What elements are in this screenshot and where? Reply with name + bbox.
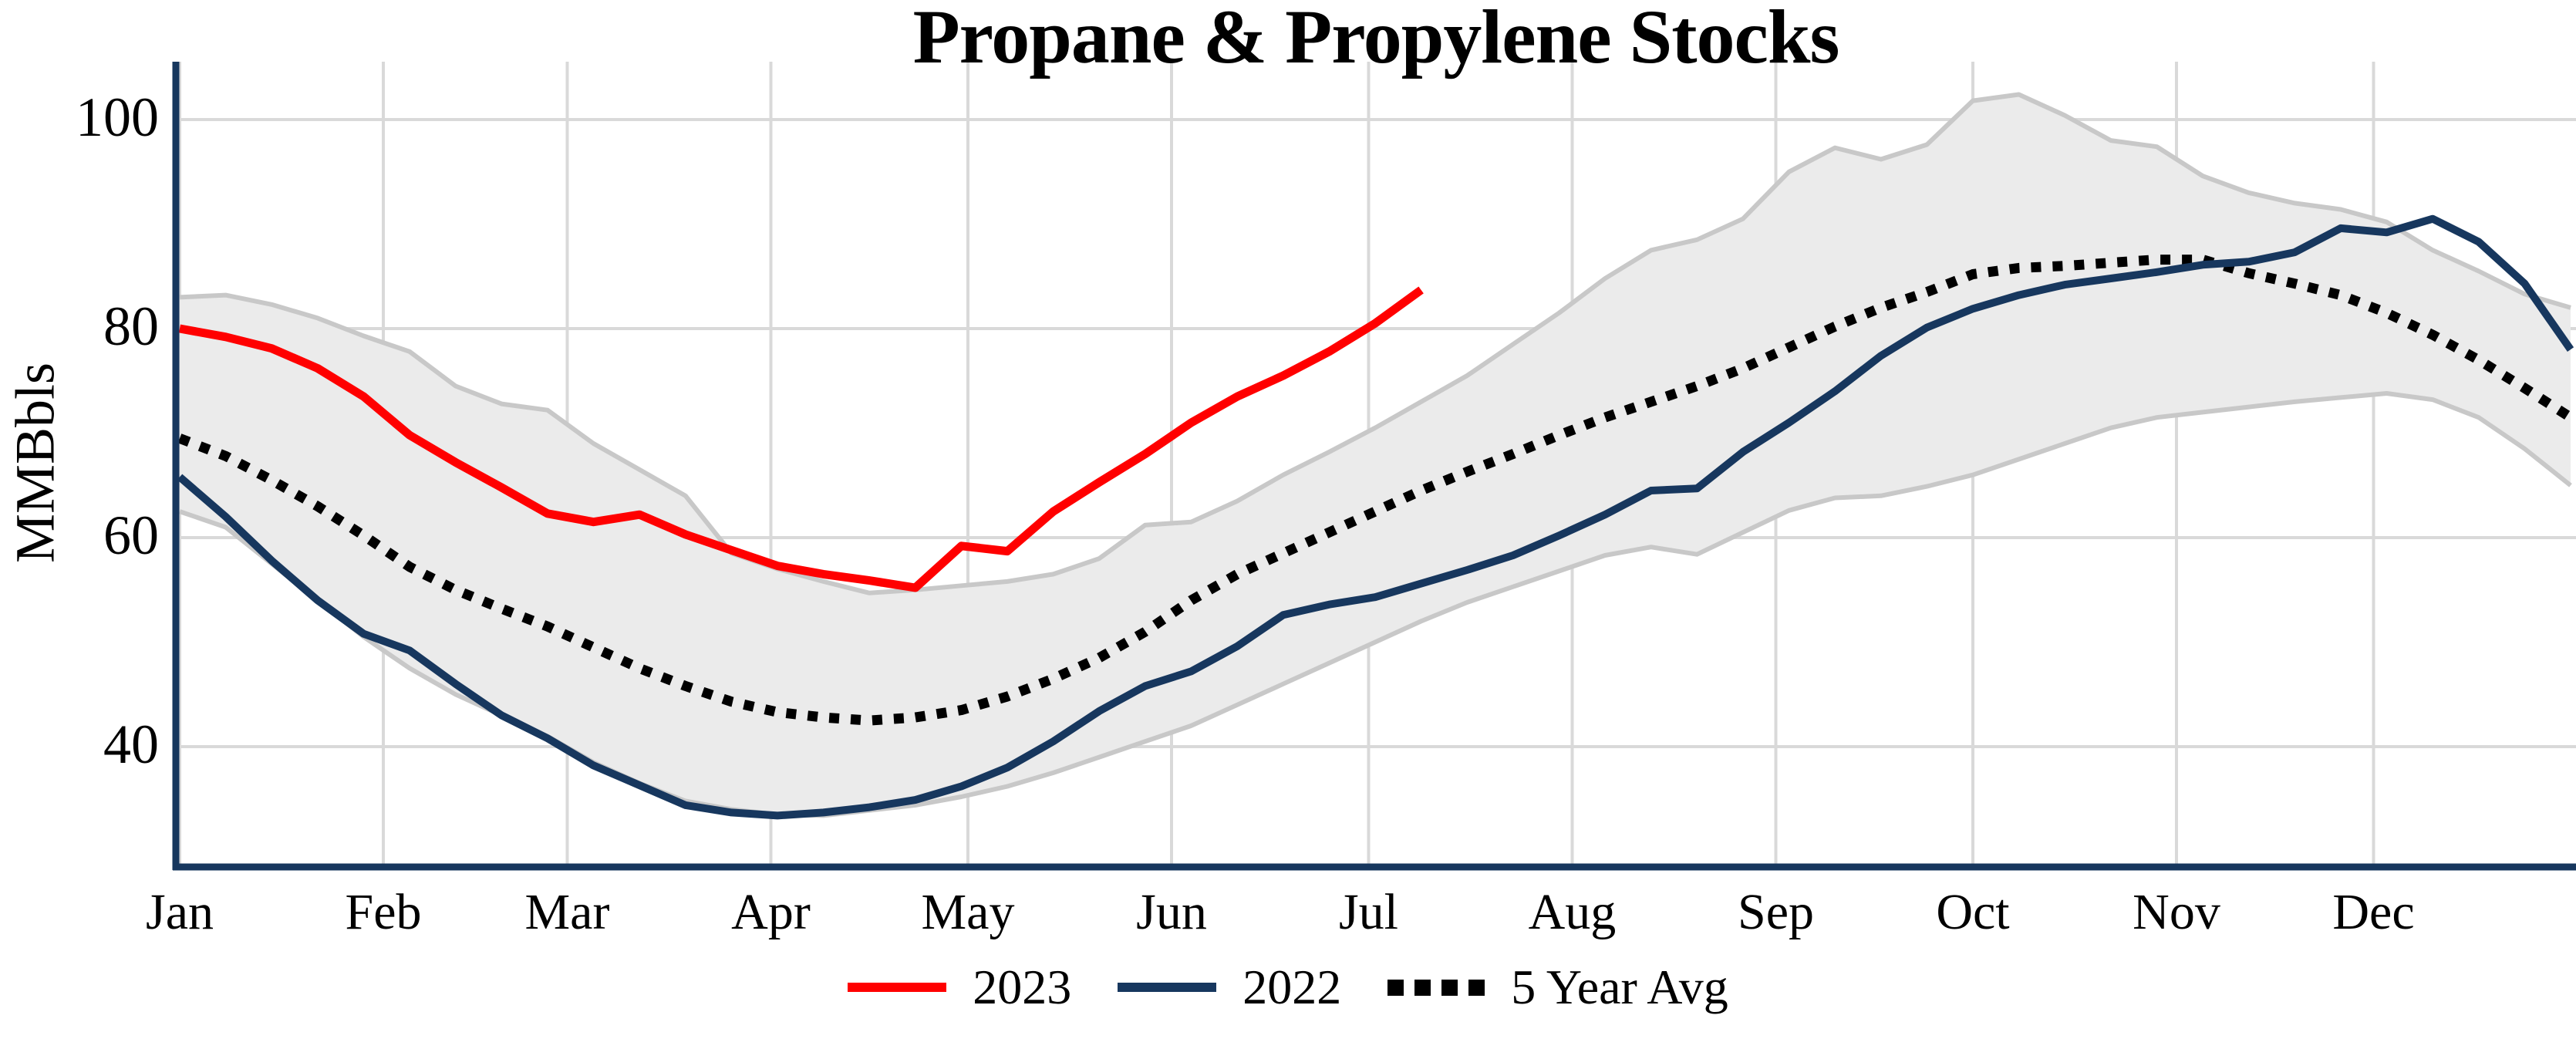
x-tick-jun: Jun: [1136, 884, 1207, 940]
x-tick-sep: Sep: [1738, 884, 1814, 940]
x-tick-dec: Dec: [2332, 884, 2415, 940]
data-series-lines: [177, 214, 2574, 820]
legend-swatch-2022-line: [1118, 983, 1217, 992]
legend-label-5yr-avg: 5 Year Avg: [1511, 960, 1728, 1014]
y-tick-40: 40: [103, 713, 159, 776]
legend-item-2023: 2023: [848, 963, 1071, 1012]
y-tick-60: 60: [103, 504, 159, 567]
legend: 2023 2022 5 Year Avg: [0, 963, 2576, 1012]
legend-label-2022: 2022: [1242, 960, 1342, 1014]
x-tick-jan: Jan: [146, 884, 214, 940]
legend-item-2022: 2022: [1118, 963, 1341, 1012]
x-tick-mar: Mar: [524, 884, 610, 940]
legend-item-5yr-avg: 5 Year Avg: [1387, 963, 1728, 1012]
legend-label-2023: 2023: [973, 960, 1072, 1014]
x-tick-aug: Aug: [1528, 884, 1617, 940]
dot-square-icon: [1387, 979, 1404, 996]
five-year-range-band: [179, 92, 2572, 818]
x-tick-oct: Oct: [1936, 884, 2010, 940]
x-tick-feb: Feb: [345, 884, 422, 940]
chart-title: Propane & Propylene Stocks: [912, 0, 1840, 79]
x-tick-apr: Apr: [731, 884, 811, 940]
dot-square-icon: [1468, 979, 1485, 996]
x-tick-nov: Nov: [2133, 884, 2220, 940]
dot-square-icon: [1414, 979, 1431, 996]
x-tick-may: May: [921, 884, 1015, 940]
legend-swatch-5yr-dotted-line: [1387, 979, 1485, 996]
axes: [172, 62, 2576, 871]
dot-square-icon: [1441, 979, 1458, 996]
x-tick-jul: Jul: [1338, 884, 1398, 940]
legend-swatch-2023-line: [848, 983, 947, 992]
y-tick-80: 80: [103, 295, 159, 358]
y-tick-100: 100: [76, 86, 159, 149]
